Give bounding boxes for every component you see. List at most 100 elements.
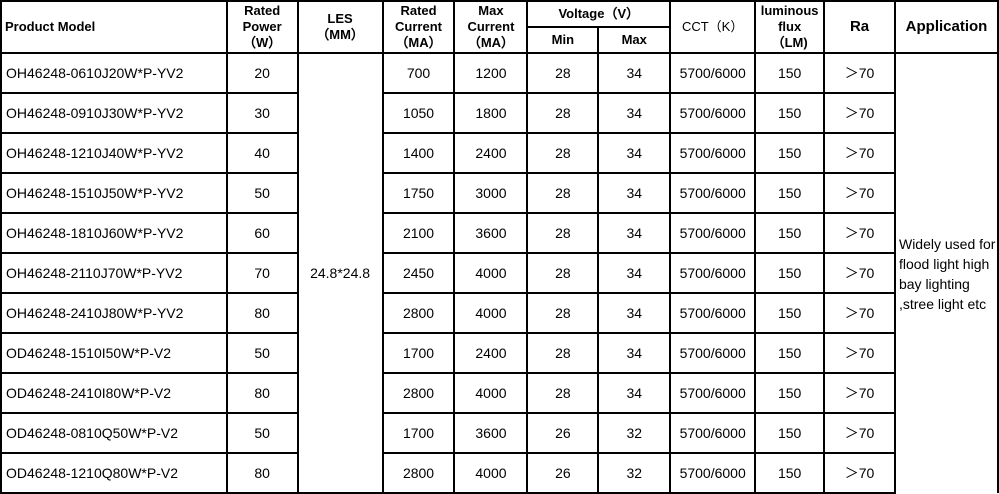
cell-cct: 5700/6000 bbox=[669, 212, 757, 254]
cell-power: 60 bbox=[225, 212, 299, 254]
cell-max-current: 3000 bbox=[453, 172, 529, 214]
cell-ra: ＞70 bbox=[823, 332, 896, 374]
cell-cct: 5700/6000 bbox=[669, 172, 757, 214]
cell-max-current: 4000 bbox=[453, 252, 529, 294]
cell-voltage-min: 28 bbox=[526, 372, 600, 414]
header-product-model: Product Model bbox=[0, 0, 228, 54]
cell-power: 50 bbox=[225, 172, 299, 214]
cell-voltage-min: 28 bbox=[526, 52, 600, 94]
cell-voltage-max: 34 bbox=[597, 252, 672, 294]
cell-model: OD46248-0810Q50W*P-V2 bbox=[0, 412, 228, 454]
cell-luminous-flux: 150 bbox=[754, 372, 826, 414]
cell-voltage-min: 28 bbox=[526, 252, 600, 294]
cell-power: 20 bbox=[225, 52, 299, 94]
cell-model: OH46248-2110J70W*P-YV2 bbox=[0, 252, 228, 294]
table-row: OH46248-2110J70W*P-YV2 70 2450 4000 28 34 5700… bbox=[0, 252, 998, 294]
cell-cct: 5700/6000 bbox=[669, 92, 757, 134]
cell-luminous-flux: 150 bbox=[754, 252, 826, 294]
cell-rated-current: 2800 bbox=[381, 452, 456, 494]
cell-model: OH46248-0610J20W*P-YV2 bbox=[0, 52, 228, 94]
cell-voltage-max: 34 bbox=[597, 292, 672, 334]
cell-power: 80 bbox=[225, 452, 299, 494]
cell-luminous-flux: 150 bbox=[754, 412, 826, 454]
cell-application: Widely used for flood light high bay lig… bbox=[893, 52, 999, 493]
cell-max-current: 4000 bbox=[453, 452, 529, 494]
cell-power: 50 bbox=[225, 412, 299, 454]
cell-max-current: 4000 bbox=[453, 372, 529, 414]
cell-voltage-max: 34 bbox=[597, 92, 672, 134]
cell-power: 30 bbox=[225, 92, 299, 134]
header-luminous-flux: luminous flux （LM) bbox=[754, 0, 826, 54]
cell-rated-current: 1050 bbox=[381, 92, 456, 134]
table-row: OH46248-1210J40W*P-YV2 40 1400 2400 28 34 5700… bbox=[0, 132, 998, 174]
header-voltage: Voltage（V） bbox=[526, 0, 672, 28]
cell-cct: 5700/6000 bbox=[669, 132, 757, 174]
cell-voltage-max: 34 bbox=[597, 332, 672, 374]
cell-luminous-flux: 150 bbox=[754, 52, 826, 94]
cell-max-current: 2400 bbox=[453, 332, 529, 374]
cell-voltage-min: 26 bbox=[526, 452, 600, 494]
table-row: OD46248-0810Q50W*P-V2 50 1700 3600 26 32 5700/… bbox=[0, 412, 998, 454]
cell-rated-current: 2800 bbox=[381, 372, 456, 414]
cell-model: OH46248-1510J50W*P-YV2 bbox=[0, 172, 228, 214]
cell-luminous-flux: 150 bbox=[754, 452, 826, 494]
cell-model: OD46248-2410I80W*P-V2 bbox=[0, 372, 228, 414]
cell-rated-current: 1700 bbox=[381, 332, 456, 374]
header-rated-power: Rated Power （W） bbox=[225, 0, 299, 54]
table-row: OD46248-2410I80W*P-V2 80 2800 4000 28 34 5700/… bbox=[0, 372, 998, 414]
cell-power: 40 bbox=[225, 132, 299, 174]
table-row: OD46248-1510I50W*P-V2 50 1700 2400 28 34 5700/… bbox=[0, 332, 998, 374]
cell-ra: ＞70 bbox=[823, 132, 896, 174]
cell-max-current: 3600 bbox=[453, 212, 529, 254]
cell-voltage-min: 28 bbox=[526, 212, 600, 254]
cell-luminous-flux: 150 bbox=[754, 132, 826, 174]
table-row: OH46248-0610J20W*P-YV2 20 24.8*24.8 700 1200… bbox=[0, 52, 999, 494]
header-les: LES （MM） bbox=[296, 0, 384, 54]
cell-model: OH46248-1810J60W*P-YV2 bbox=[0, 212, 228, 254]
header-max-current: Max Current （MA） bbox=[453, 0, 529, 54]
cell-rated-current: 2800 bbox=[381, 292, 456, 334]
table-row: OH46248-1510J50W*P-YV2 50 1750 3000 28 34 5700… bbox=[0, 172, 998, 214]
table-row: OH46248-0910J30W*P-YV2 30 1050 1800 28 34 5700… bbox=[0, 92, 998, 134]
table-row: OH46248-2410J80W*P-YV2 80 2800 4000 28 34 5700… bbox=[0, 292, 998, 334]
cell-model: OH46248-0910J30W*P-YV2 bbox=[0, 92, 228, 134]
cell-cct: 5700/6000 bbox=[669, 332, 757, 374]
cell-power: 50 bbox=[225, 332, 299, 374]
cell-voltage-max: 34 bbox=[597, 132, 672, 174]
cell-cct: 5700/6000 bbox=[669, 52, 757, 94]
cell-voltage-max: 32 bbox=[597, 412, 672, 454]
cell-ra: ＞70 bbox=[823, 52, 896, 94]
cell-voltage-max: 32 bbox=[597, 452, 672, 494]
cell-voltage-min: 28 bbox=[526, 172, 600, 214]
cell-ra: ＞70 bbox=[823, 252, 896, 294]
cell-cct: 5700/6000 bbox=[669, 292, 757, 334]
cell-rated-current: 1400 bbox=[381, 132, 456, 174]
cell-max-current: 2400 bbox=[453, 132, 529, 174]
table-row: OH46248-1810J60W*P-YV2 60 2100 3600 28 34 5700… bbox=[0, 212, 998, 254]
header-application: Application bbox=[893, 0, 999, 54]
cell-rated-current: 700 bbox=[381, 52, 456, 94]
cell-max-current: 4000 bbox=[453, 292, 529, 334]
cell-rated-current: 1750 bbox=[381, 172, 456, 214]
header-cct: CCT（K） bbox=[669, 0, 757, 54]
cell-ra: ＞70 bbox=[823, 212, 896, 254]
table-row: OD46248-1210Q80W*P-V2 80 2800 4000 26 32 5700/… bbox=[0, 452, 998, 494]
cell-rated-current: 2450 bbox=[381, 252, 456, 294]
cell-voltage-min: 28 bbox=[526, 332, 600, 374]
cell-max-current: 3600 bbox=[453, 412, 529, 454]
cell-power: 80 bbox=[225, 372, 299, 414]
cell-power: 70 bbox=[225, 252, 299, 294]
cell-model: OH46248-1210J40W*P-YV2 bbox=[0, 132, 228, 174]
cell-cct: 5700/6000 bbox=[669, 252, 757, 294]
cell-max-current: 1800 bbox=[453, 92, 529, 134]
cell-ra: ＞70 bbox=[823, 412, 896, 454]
cell-cct: 5700/6000 bbox=[669, 412, 757, 454]
cell-power: 80 bbox=[225, 292, 299, 334]
cell-ra: ＞70 bbox=[823, 372, 896, 414]
cell-model: OD46248-1210Q80W*P-V2 bbox=[0, 452, 228, 494]
cell-max-current: 1200 bbox=[453, 52, 529, 94]
cell-luminous-flux: 150 bbox=[754, 92, 826, 134]
cell-ra: ＞70 bbox=[823, 92, 896, 134]
cell-les: 24.8*24.8 bbox=[296, 52, 384, 494]
